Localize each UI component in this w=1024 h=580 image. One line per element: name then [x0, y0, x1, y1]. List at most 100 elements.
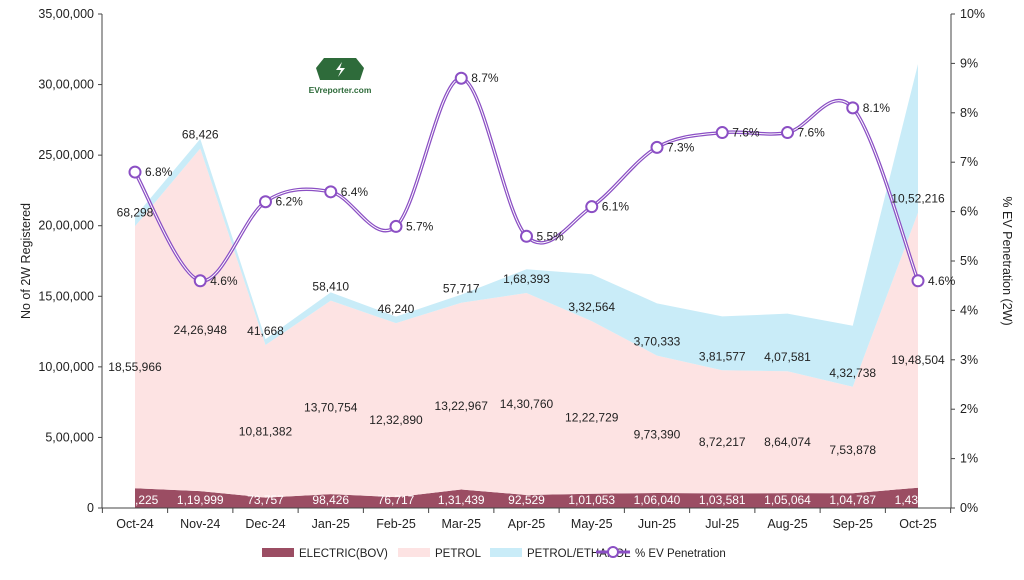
- x-tick-label: Jul-25: [705, 517, 739, 531]
- data-label: 8,72,217: [699, 435, 746, 449]
- y2-tick-label: 10%: [960, 7, 985, 21]
- data-label: 9,73,390: [634, 427, 681, 441]
- line-layer: [128, 71, 925, 288]
- axes-layer: 0 5,00,000 10,00,000 15,00,000 20,00,000 25,0…: [38, 7, 985, 531]
- x-tick-label: Sep-25: [833, 517, 873, 531]
- y2-tick-label: 7%: [960, 155, 978, 169]
- x-tick-label: Nov-24: [180, 517, 220, 531]
- data-label: 12,22,729: [565, 410, 619, 424]
- legend-label: % EV Penetration: [635, 548, 726, 560]
- data-label: 3,32,564: [568, 300, 615, 314]
- data-label: 1,03,581: [699, 493, 746, 507]
- data-label: 1,06,040: [634, 493, 681, 507]
- data-label: 98,426: [312, 493, 349, 507]
- ev-penetration-marker: [454, 71, 468, 85]
- x-tick-label: Apr-25: [508, 517, 546, 531]
- area-petrol: [135, 148, 918, 498]
- area-petrol-ethanol: [135, 64, 918, 387]
- ev-penetration-marker: [128, 165, 142, 179]
- y-tick-label: 5,00,000: [45, 430, 94, 444]
- ev-penetration-marker: [585, 200, 599, 214]
- ev-penetration-marker: [520, 229, 533, 243]
- data-label: 58,410: [312, 280, 349, 294]
- x-tick-label: Dec-24: [245, 517, 285, 531]
- data-label: 3,81,577: [699, 349, 746, 363]
- data-label: 1,04,787: [829, 493, 876, 507]
- ev-penetration-label: 7.6%: [798, 126, 826, 140]
- ev-penetration-marker: [324, 185, 338, 199]
- data-label: 73,757: [247, 493, 284, 507]
- y2-tick-label: 8%: [960, 106, 978, 120]
- data-label: 46,240: [378, 302, 415, 316]
- legend-label: PETROL: [435, 548, 482, 560]
- x-tick-label: Jan-25: [312, 517, 350, 531]
- ev-penetration-label: 8.1%: [863, 101, 891, 115]
- legend-swatch: [490, 548, 522, 557]
- y2-tick-label: 9%: [960, 56, 978, 70]
- evreporter-logo: EVreporter.com: [309, 58, 372, 95]
- data-label: 13,70,754: [304, 400, 358, 414]
- y-tick-label: 30,00,000: [38, 78, 94, 92]
- legend-swatch: [398, 548, 430, 557]
- data-label: 57,717: [443, 282, 480, 296]
- y2-axis-title: % EV Penetration (2W): [1000, 196, 1014, 325]
- ev-penetration-label: 7.6%: [732, 126, 760, 140]
- y-tick-label: 0: [87, 501, 94, 515]
- logo-bolt-icon: [336, 62, 345, 77]
- data-label: 10,81,382: [239, 424, 293, 438]
- data-label: 1,40,225: [112, 493, 159, 507]
- y2-tick-label: 6%: [960, 205, 978, 219]
- ev-penetration-marker: [259, 195, 272, 209]
- data-label: 4,32,738: [829, 366, 876, 380]
- ev-penetration-label: 7.3%: [667, 140, 695, 154]
- legend-marker-swatch: [607, 546, 619, 558]
- ev-penetration-label: 6.1%: [602, 200, 630, 214]
- ev-penetration-label: 4.6%: [210, 274, 238, 288]
- legend-label: ELECTRIC(BOV): [299, 548, 388, 560]
- legend-item: PETROL: [398, 548, 482, 560]
- x-tick-label: Mar-25: [441, 517, 481, 531]
- y-tick-label: 35,00,000: [38, 7, 94, 21]
- legend-swatch: [262, 548, 294, 557]
- y2-tick-label: 3%: [960, 353, 978, 367]
- ev-penetration-label: 5.5%: [537, 229, 565, 243]
- legend-item: ELECTRIC(BOV): [262, 548, 388, 560]
- ev-penetration-marker: [781, 126, 794, 140]
- y2-tick-label: 4%: [960, 303, 978, 317]
- x-tick-label: Jun-25: [638, 517, 676, 531]
- data-label: 76,717: [378, 493, 415, 507]
- ev-penetration-line: [133, 76, 920, 283]
- legend-item: % EV Penetration: [596, 546, 726, 560]
- ev-penetration-label: 6.4%: [341, 185, 369, 199]
- data-label: 13,22,967: [435, 399, 489, 413]
- x-tick-label: Aug-25: [767, 517, 807, 531]
- x-tick-label: Oct-25: [899, 517, 937, 531]
- ev-penetration-marker: [715, 126, 729, 140]
- x-tick-label: May-25: [571, 517, 613, 531]
- y2-tick-label: 5%: [960, 254, 978, 268]
- area-electric-bov-: [135, 487, 918, 508]
- y-tick-label: 15,00,000: [38, 289, 94, 303]
- ev-penetration-marker: [650, 140, 664, 154]
- data-labels-layer: 1,40,225 1,19,999 73,757 98,426 76,717 1,31,4…: [108, 71, 955, 507]
- data-label: 1,68,393: [503, 272, 550, 286]
- data-label: 1,43,796: [895, 493, 942, 507]
- data-label: 41,668: [247, 324, 284, 338]
- x-tick-label: Oct-24: [116, 517, 154, 531]
- data-label: 1,01,053: [568, 493, 615, 507]
- ev-penetration-marker: [846, 101, 860, 115]
- x-tick-label: Feb-25: [376, 517, 416, 531]
- ev-penetration-label: 5.7%: [406, 219, 434, 233]
- y-tick-label: 25,00,000: [38, 148, 94, 162]
- data-label: 1,31,439: [438, 493, 485, 507]
- data-label: 18,55,966: [108, 360, 162, 374]
- logo-text: EVreporter.com: [309, 85, 372, 95]
- ev-penetration-marker: [911, 274, 925, 288]
- areas-layer: [135, 64, 918, 508]
- legend: ELECTRIC(BOV) PETROL PETROL/ETHANOL% EV Pe…: [262, 546, 726, 560]
- data-label: 7,53,878: [829, 443, 876, 457]
- data-label: 4,07,581: [764, 350, 811, 364]
- ev-penetration-label: 6.2%: [276, 195, 304, 209]
- y2-tick-label: 1%: [960, 452, 978, 466]
- data-label: 68,426: [182, 128, 219, 142]
